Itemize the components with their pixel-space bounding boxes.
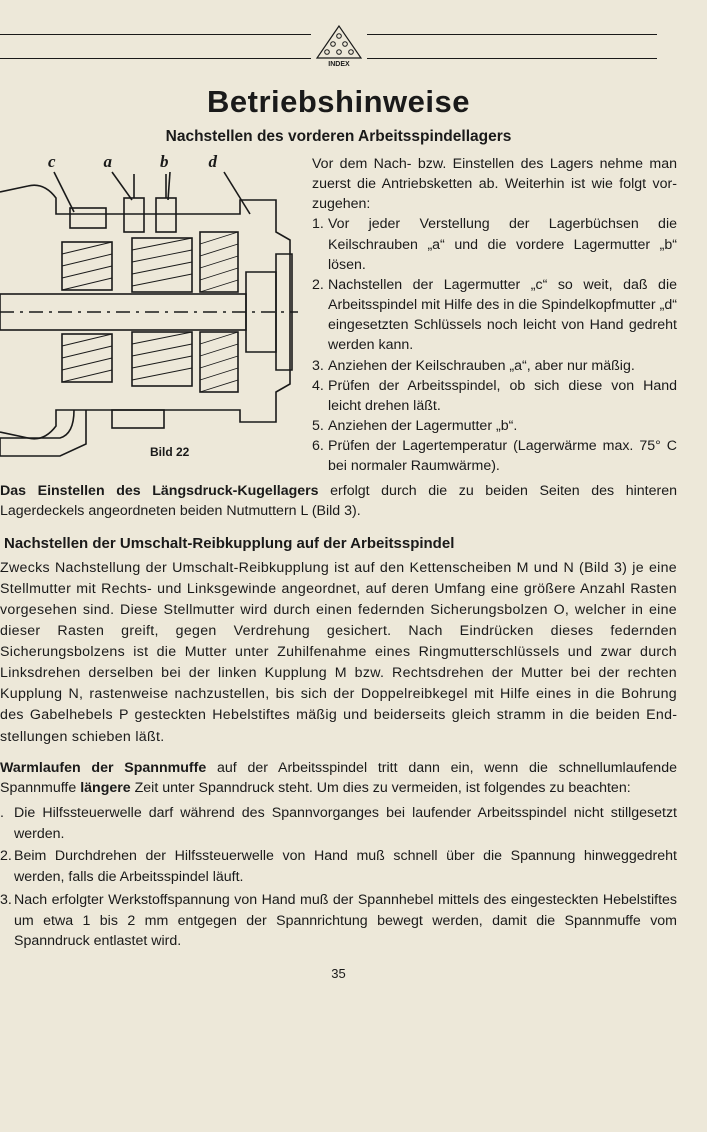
step-5: Anziehen der Lagermutter „b“. [312,416,677,436]
figure-22: c a b d [0,154,298,477]
figure-labels: c a b d [0,152,298,172]
warmlaufen-list: . Die Hilfssteuerwelle darf während des S… [0,803,677,952]
marker-3: 3. [0,890,12,911]
section1-heading: Nachstellen des vorderen Arbeitsspindell… [0,128,677,146]
para-warmlaufen-lead: Warmlaufen der Spannmuffe [0,760,206,776]
page-header: INDEX [0,24,677,66]
spindle-diagram [0,154,298,464]
step-4: Prüfen der Arbeitsspindel, ob sich diese… [312,376,677,416]
list-text-3: Nach erfolgter Werkstoffspannung von Han… [14,892,677,949]
para-warmlaufen-rest: Zeit unter Spanndruck steht. Um dies zu … [131,780,631,796]
marker-2: 2. [0,846,12,867]
brand-logo: INDEX [311,24,367,68]
list-item-2: 2.Beim Durchdrehen der Hilfssteuerwelle … [0,846,677,887]
section1-text: Vor dem Nach- bzw. Einstellen des Lagers… [312,154,677,477]
list-text-2: Beim Durchdrehen der Hilfssteuerwelle vo… [14,848,677,885]
page-number: 35 [0,966,677,981]
page-title: Betriebshinweise [0,84,677,120]
section1: c a b d [0,154,677,477]
fig-label-d: d [209,152,218,172]
section1-intro: Vor dem Nach- bzw. Einstellen des Lagers… [312,154,677,214]
step-6: Prüfen der Lagertemperatur (Lager­wärme … [312,436,677,476]
fig-label-c: c [48,152,56,172]
list-item-3: 3.Nach erfolgter Werkstoffspannung von H… [0,890,677,952]
section2-heading: Nachstellen der Umschalt-Reibkupplung au… [4,535,677,552]
brand-text: INDEX [328,61,350,68]
list-text-1: Die Hilfssteuerwelle darf während des Sp… [14,805,677,842]
para-laengsdruck: Das Einstellen des Längsdruck-Kugellager… [0,481,677,522]
para-warmlaufen: Warmlaufen der Spannmuffe auf der Arbeit… [0,758,677,799]
list-item-1: . Die Hilfssteuerwelle darf während des S… [0,803,677,844]
fig-label-b: b [160,152,169,172]
step-2: Nachstellen der Lagermutter „c“ so weit,… [312,275,677,356]
section1-steps: Vor jeder Verstellung der Lager­büchsen … [312,214,677,476]
para-laengsdruck-lead: Das Einstellen des Längsdruck-Kugellager… [0,483,319,499]
fig-label-a: a [104,152,113,172]
step-1: Vor jeder Verstellung der Lager­büchsen … [312,214,677,274]
figure-caption: Bild 22 [150,445,189,459]
step-3: Anziehen der Keilschrauben „a“, aber nur… [312,356,677,376]
para-warmlaufen-bold2: längere [80,780,130,796]
section2-body: Zwecks Nachstellung der Umschalt-Reibkup… [0,558,677,747]
marker-1: . [0,803,4,824]
